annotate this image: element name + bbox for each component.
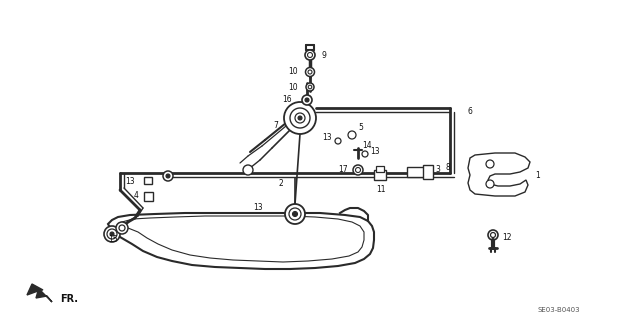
Text: 10: 10 <box>289 68 298 77</box>
Circle shape <box>298 116 302 120</box>
Bar <box>374 170 386 180</box>
Text: 2: 2 <box>278 179 283 188</box>
Text: 1: 1 <box>535 170 540 180</box>
Circle shape <box>488 230 498 240</box>
Circle shape <box>289 208 301 220</box>
Circle shape <box>307 53 312 57</box>
Circle shape <box>116 222 128 234</box>
Bar <box>376 166 384 172</box>
Circle shape <box>308 85 312 89</box>
Circle shape <box>306 83 314 91</box>
Bar <box>423 165 433 179</box>
Circle shape <box>353 165 363 175</box>
Text: 9: 9 <box>321 50 326 60</box>
Text: SE03-B0403: SE03-B0403 <box>538 307 580 313</box>
Bar <box>144 176 152 183</box>
Circle shape <box>348 131 356 139</box>
Text: 6: 6 <box>468 108 473 116</box>
Polygon shape <box>468 153 530 196</box>
Text: 8: 8 <box>445 164 450 173</box>
Circle shape <box>486 180 494 188</box>
Circle shape <box>486 160 494 168</box>
Text: 5: 5 <box>358 123 363 132</box>
Circle shape <box>305 50 315 60</box>
Text: 13: 13 <box>125 176 135 186</box>
Text: 7: 7 <box>273 122 278 130</box>
Polygon shape <box>108 213 374 269</box>
Circle shape <box>104 226 120 242</box>
Circle shape <box>308 70 312 74</box>
Circle shape <box>362 151 368 157</box>
Circle shape <box>290 108 310 128</box>
Text: 3: 3 <box>435 166 440 174</box>
Text: 17: 17 <box>339 166 348 174</box>
Circle shape <box>335 138 341 144</box>
Circle shape <box>355 167 360 173</box>
Text: 4: 4 <box>133 190 138 199</box>
Circle shape <box>295 113 305 123</box>
Text: 12: 12 <box>502 233 511 241</box>
Circle shape <box>119 225 125 231</box>
Circle shape <box>284 102 316 134</box>
Text: 16: 16 <box>282 95 292 105</box>
Polygon shape <box>27 284 52 302</box>
Text: 15: 15 <box>108 235 118 244</box>
Bar <box>143 191 152 201</box>
Bar <box>407 167 425 177</box>
Circle shape <box>302 95 312 105</box>
Circle shape <box>166 174 170 178</box>
Circle shape <box>305 98 309 102</box>
Circle shape <box>110 232 114 236</box>
Text: 14: 14 <box>362 142 372 151</box>
Circle shape <box>107 229 117 239</box>
Text: FR.: FR. <box>60 294 78 304</box>
Circle shape <box>490 233 495 238</box>
Text: 13: 13 <box>323 132 332 142</box>
Circle shape <box>243 165 253 175</box>
Circle shape <box>292 211 298 217</box>
Text: 13: 13 <box>253 203 263 211</box>
Circle shape <box>163 171 173 181</box>
Circle shape <box>285 204 305 224</box>
Text: 13: 13 <box>370 147 380 157</box>
Text: 10: 10 <box>289 83 298 92</box>
Circle shape <box>305 68 314 77</box>
Text: 11: 11 <box>376 186 386 195</box>
